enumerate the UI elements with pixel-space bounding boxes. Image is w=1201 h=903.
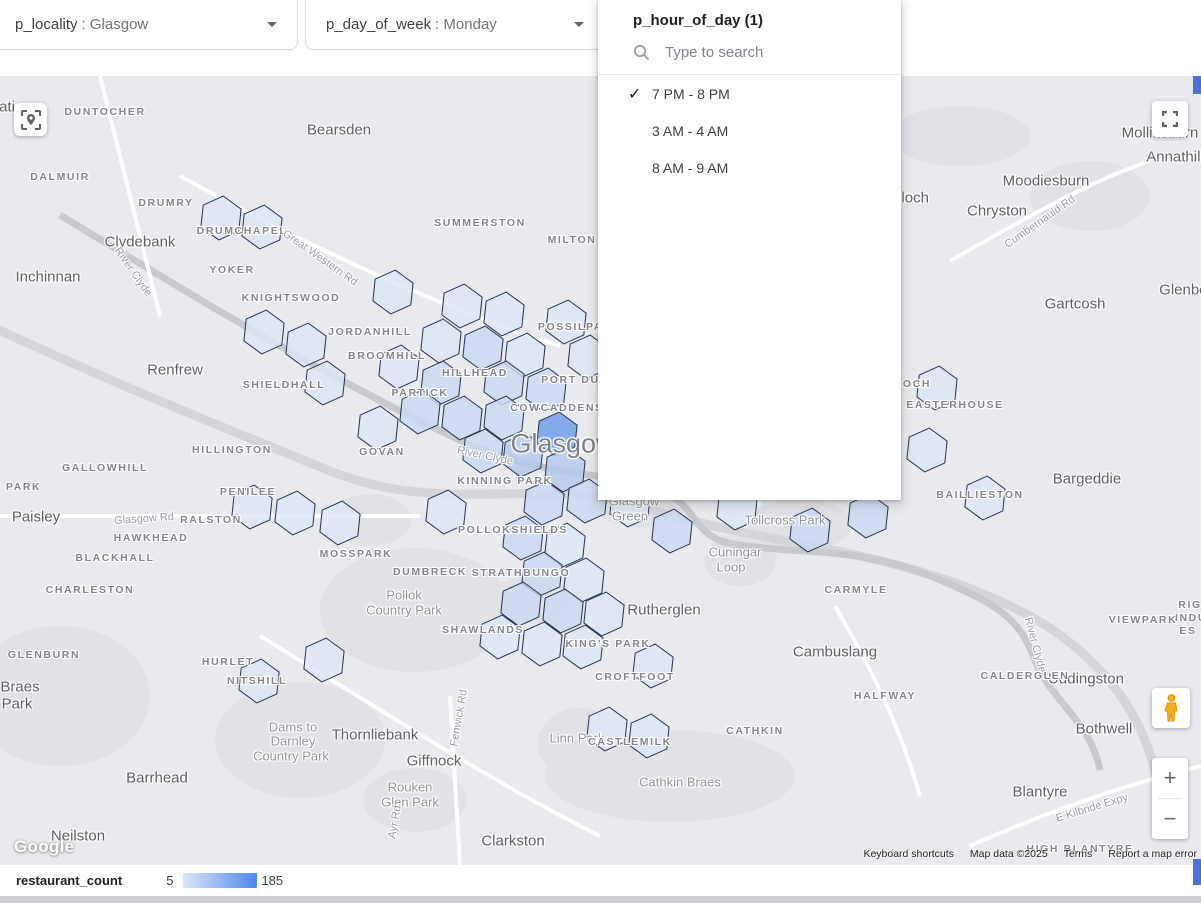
hour-option-label: 3 AM - 4 AM bbox=[652, 122, 729, 139]
hex-cell[interactable] bbox=[241, 204, 283, 250]
hex-cell[interactable] bbox=[399, 389, 441, 435]
hex-cell[interactable] bbox=[238, 658, 280, 704]
hex-cell[interactable] bbox=[542, 588, 584, 634]
hex-cell[interactable] bbox=[274, 490, 316, 536]
hex-cell[interactable] bbox=[441, 283, 483, 329]
hex-cell[interactable] bbox=[303, 637, 345, 683]
legend-min-value: 5 bbox=[166, 873, 174, 888]
hour-option[interactable]: ✓8 AM - 9 AM bbox=[598, 149, 901, 186]
dropdown-search-row bbox=[598, 39, 901, 75]
hex-cell[interactable] bbox=[420, 318, 462, 364]
filter-day-of-week[interactable]: p_day_of_week: Monday bbox=[305, 0, 605, 50]
hex-cell[interactable] bbox=[483, 291, 525, 337]
pegman-button[interactable] bbox=[1152, 688, 1190, 728]
hour-option-label: 7 PM - 8 PM bbox=[652, 85, 730, 102]
google-logo[interactable]: Google bbox=[14, 837, 75, 856]
motorway bbox=[0, 76, 1165, 797]
chevron-down-icon bbox=[267, 22, 277, 27]
dropdown-title: p_hour_of_day (1) bbox=[633, 12, 764, 29]
hex-cell[interactable] bbox=[651, 508, 693, 554]
hex-cell[interactable] bbox=[628, 713, 670, 759]
hex-cell[interactable] bbox=[544, 447, 586, 493]
hex-cell[interactable] bbox=[378, 344, 420, 390]
hex-cell[interactable] bbox=[319, 500, 361, 546]
hex-cell[interactable] bbox=[304, 360, 346, 406]
hex-cell[interactable] bbox=[231, 484, 273, 530]
filter-day-label: p_day_of_week bbox=[326, 16, 432, 33]
zoom-out-button[interactable]: − bbox=[1163, 806, 1177, 831]
legend-bar: restaurant_count 5 185 bbox=[0, 865, 1201, 896]
hex-cell[interactable] bbox=[462, 325, 504, 371]
hex-cell[interactable] bbox=[502, 515, 544, 561]
legend-max-value: 185 bbox=[261, 873, 284, 888]
hex-cell[interactable] bbox=[544, 522, 586, 568]
hex-cell[interactable] bbox=[562, 624, 604, 670]
hour-option-label: 8 AM - 9 AM bbox=[652, 159, 729, 176]
hex-cell[interactable] bbox=[479, 614, 521, 660]
zoom-divider bbox=[1158, 798, 1182, 799]
keyboard-shortcuts-link[interactable]: Keyboard shortcuts bbox=[863, 847, 954, 860]
terms-link[interactable]: Terms bbox=[1063, 847, 1093, 860]
bottom-scrollbar-track[interactable] bbox=[0, 896, 1201, 903]
map-data-copyright: Map data ©2025 bbox=[969, 847, 1048, 860]
hex-cell[interactable] bbox=[483, 395, 525, 441]
hex-cell[interactable] bbox=[357, 405, 399, 451]
hour-of-day-dropdown-panel: p_hour_of_day (1) ✓ 7 PM - 8 PM ✓3 AM - 4 … bbox=[598, 0, 901, 500]
river-clyde bbox=[58, 212, 1104, 771]
hex-cell[interactable] bbox=[545, 299, 587, 345]
fullscreen-button[interactable] bbox=[1152, 101, 1188, 137]
pegman-icon bbox=[1163, 694, 1178, 722]
hex-cell[interactable] bbox=[586, 706, 628, 752]
legend-field-name: restaurant_count bbox=[16, 873, 123, 888]
check-icon: ✓ bbox=[628, 85, 642, 103]
hex-cell[interactable] bbox=[425, 489, 467, 535]
hex-cell[interactable] bbox=[462, 428, 504, 474]
filter-locality[interactable]: p_locality: Glasgow bbox=[0, 0, 298, 50]
hex-cell[interactable] bbox=[916, 365, 958, 411]
map-attribution: Keyboard shortcuts Map data ©2025 Terms … bbox=[855, 846, 1201, 861]
pan-pin-icon bbox=[20, 109, 41, 130]
scrollbar-thumb[interactable] bbox=[1193, 76, 1201, 94]
zoom-control: + − bbox=[1152, 758, 1188, 839]
zoom-in-button[interactable]: + bbox=[1163, 765, 1177, 790]
hour-option[interactable]: ✓3 AM - 4 AM bbox=[598, 112, 901, 149]
hex-cell[interactable] bbox=[523, 480, 565, 526]
hex-cell[interactable] bbox=[583, 591, 625, 637]
hex-cell[interactable] bbox=[964, 475, 1006, 521]
scrollbar-thumb[interactable] bbox=[1193, 859, 1201, 885]
dropdown-option-list: ✓ 7 PM - 8 PM ✓3 AM - 4 AM✓8 AM - 9 AM bbox=[598, 75, 901, 186]
pan-control-button[interactable] bbox=[14, 103, 47, 136]
search-icon bbox=[633, 44, 650, 61]
hex-cell[interactable] bbox=[632, 643, 674, 689]
hex-cell[interactable] bbox=[243, 309, 285, 355]
hex-cell[interactable] bbox=[525, 367, 567, 413]
hex-cell[interactable] bbox=[372, 269, 414, 315]
hex-cell[interactable] bbox=[285, 322, 327, 368]
hex-cell[interactable] bbox=[441, 395, 483, 441]
hour-option[interactable]: ✓ 7 PM - 8 PM bbox=[598, 75, 901, 112]
filter-locality-value: : Glasgow bbox=[81, 16, 149, 33]
hex-cell[interactable] bbox=[500, 581, 542, 627]
hex-cell[interactable] bbox=[847, 493, 889, 539]
search-input[interactable] bbox=[663, 43, 867, 62]
filter-locality-label: p_locality bbox=[15, 16, 78, 33]
hex-cell[interactable] bbox=[200, 195, 242, 241]
hex-cell[interactable] bbox=[789, 507, 831, 553]
report-map-error-link[interactable]: Report a map error bbox=[1108, 847, 1197, 860]
hex-cell[interactable] bbox=[521, 621, 563, 667]
chevron-down-icon bbox=[574, 22, 584, 27]
filter-day-value: : Monday bbox=[435, 16, 497, 33]
hex-cell[interactable] bbox=[906, 427, 948, 473]
fullscreen-icon bbox=[1162, 111, 1178, 127]
legend-gradient-bar bbox=[183, 873, 258, 888]
